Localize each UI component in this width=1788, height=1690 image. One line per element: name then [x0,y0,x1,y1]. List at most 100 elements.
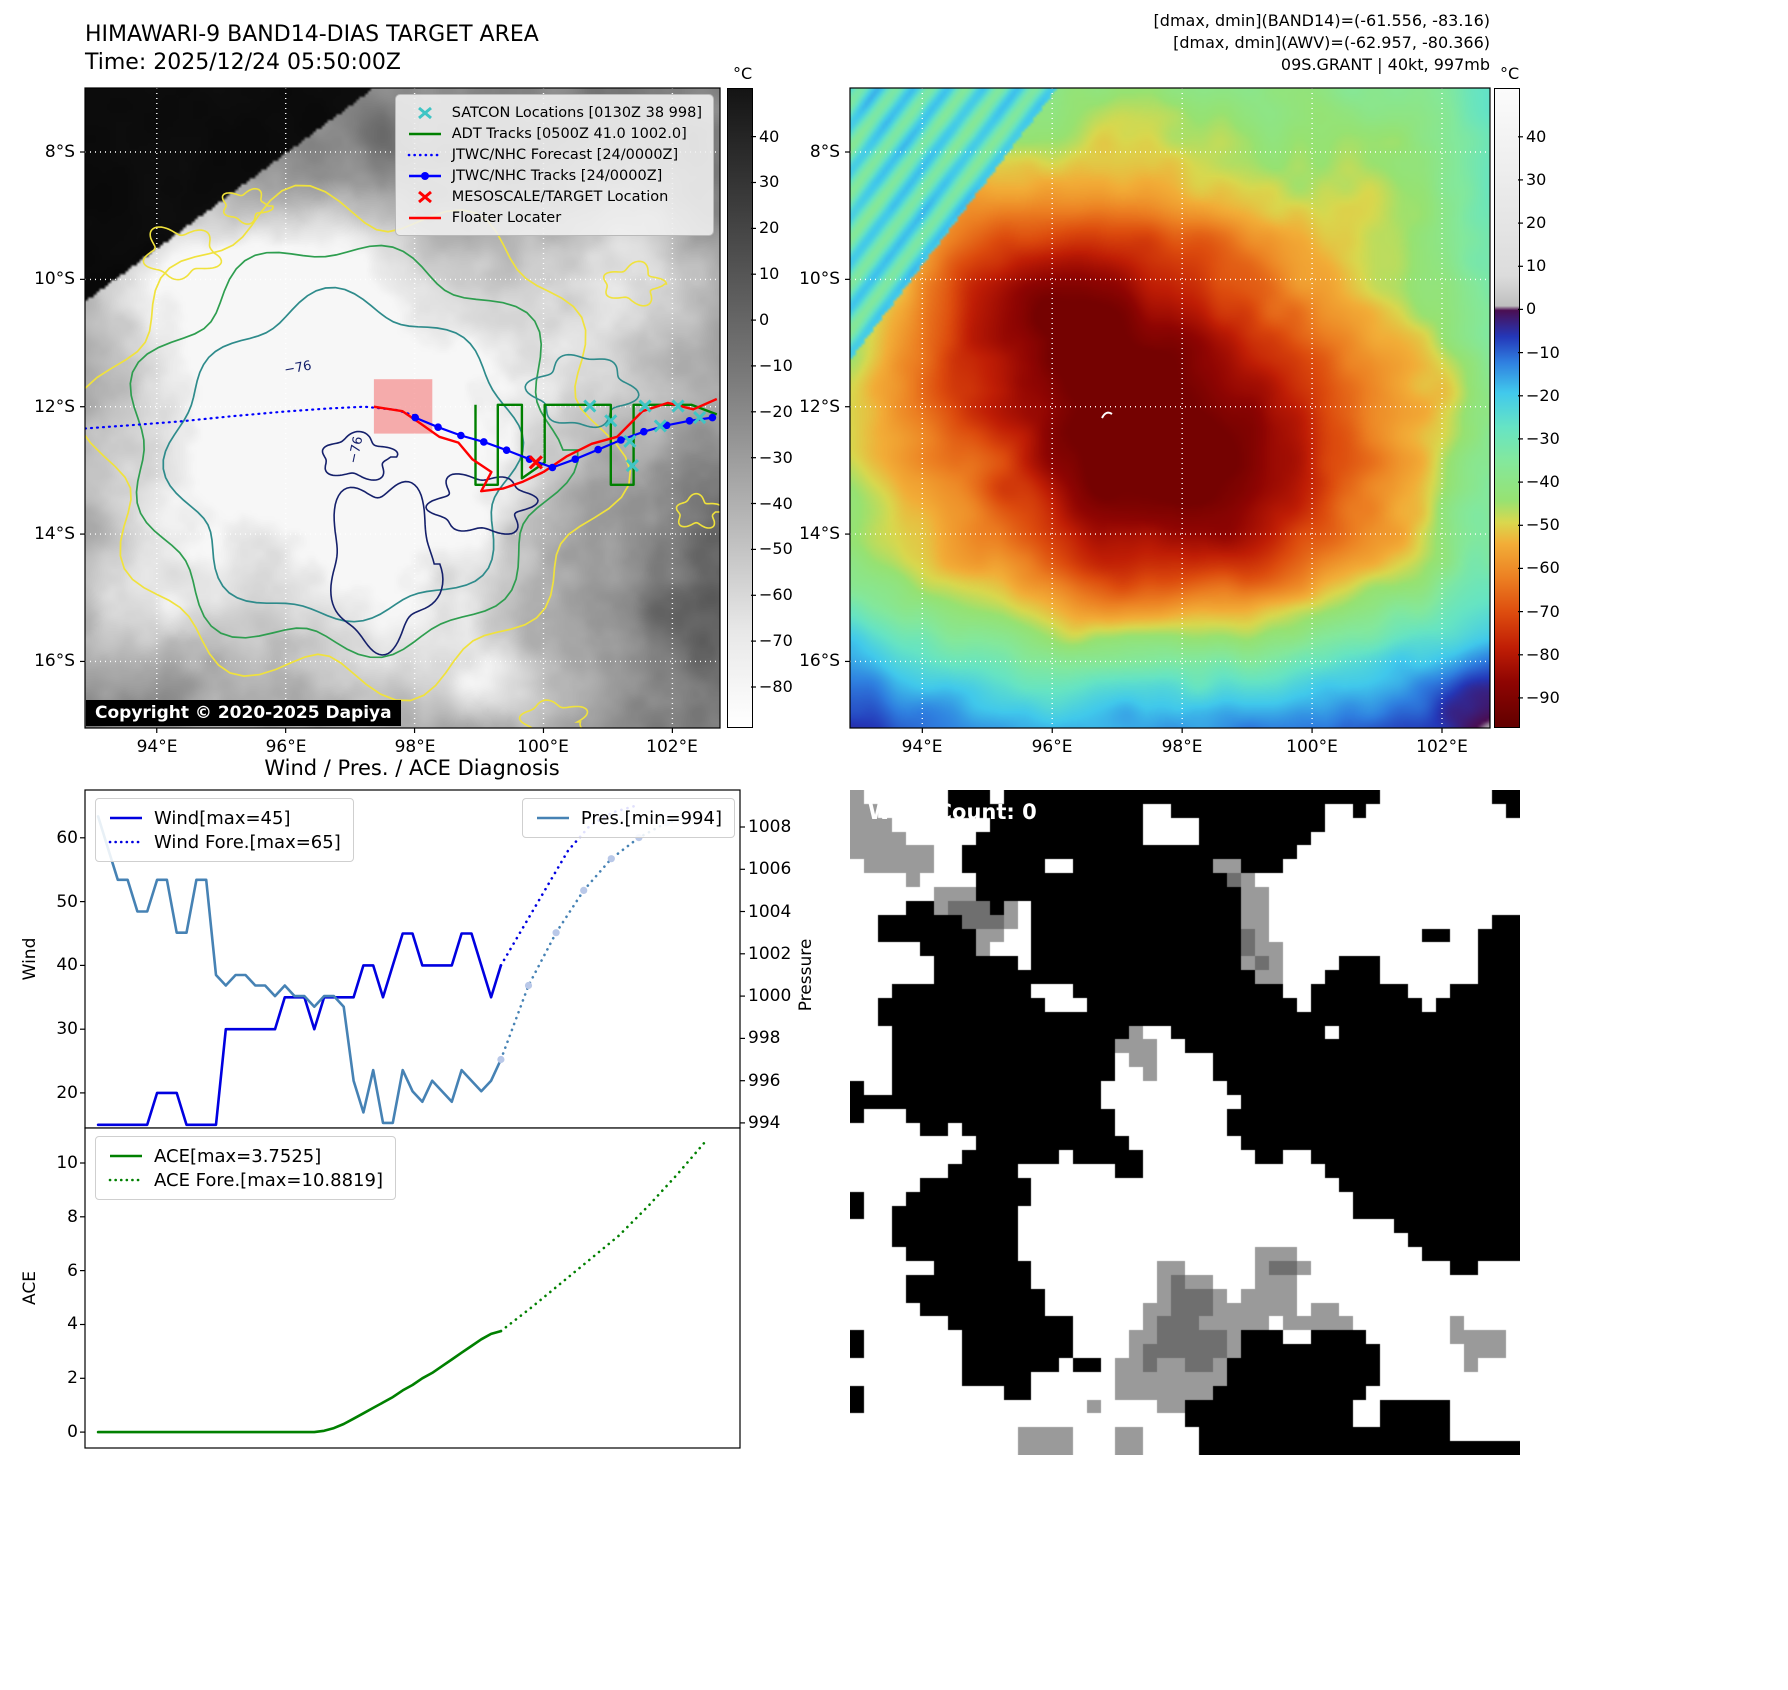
y-tick-label: 6 [67,1261,78,1281]
colorbar-tick-label: 10 [1526,256,1547,275]
legend-marker-line-dot-icon [408,171,441,180]
series-ace_observed [96,1329,503,1434]
map-legend: SATCON Locations [0130Z 38 998] ADT Track… [394,94,714,236]
colorbar-tick-label: 0 [1526,299,1537,318]
colorbar-tick-label: −70 [759,631,793,650]
legend-item-label: MESOSCALE/TARGET Location [451,188,669,205]
y-tick-label-right: 998 [748,1028,781,1048]
colorbar-b-unit: °C [1500,64,1520,83]
panel-a-time: Time: 2025/12/24 05:50:00Z [85,50,401,75]
colorbar-tick-label: −90 [1526,688,1560,707]
series-pressure_forecast [499,815,696,1061]
legend-marker-line-icon [110,1154,142,1158]
lat-tick-label: 8°S [809,142,840,162]
y-tick-label-right: 1002 [748,944,792,964]
colorbar-tick-label: −30 [759,448,793,467]
colorbar-tick-label: 30 [759,172,780,191]
forecast-marker [524,981,533,990]
lon-tick-label: 94°E [901,737,943,757]
copyright-banner: Copyright © 2020-2025 Dapiya [86,700,401,726]
colorbar-a-unit: °C [733,64,753,83]
y-tick-label-right: 996 [748,1071,781,1091]
forecast-marker [607,855,615,863]
y-tick-label: 40 [56,955,78,975]
lat-tick-label: 10°S [34,269,75,289]
legend-item-label: Wind[max=45] [154,807,291,829]
diagnosis-title: Wind / Pres. / ACE Diagnosis [264,756,560,780]
colorbar-tick-label: −10 [759,356,793,375]
y-tick-label-right: 1006 [748,859,792,879]
lon-tick-label: 100°E [1286,737,1338,757]
panel-b-storm-id: 09S.GRANT | 40kt, 997mb [1280,55,1490,74]
y-tick-label: 20 [56,1083,78,1103]
lat-tick-label: 16°S [34,651,75,671]
legend-item: Wind[max=45] [108,806,341,830]
legend-item-label: ADT Tracks [0500Z 41.0 1002.0] [451,125,687,142]
colorbar-tick-label: −60 [759,585,793,604]
colorbar-tick-label: −10 [1526,343,1560,362]
pressure-axis-label: Pressure [796,938,816,1012]
legend-item: SATCON Locations [0130Z 38 998] [407,102,702,123]
forecast-marker [552,929,560,937]
colorbar-tick-label: 40 [1526,127,1547,146]
forecast-marker [497,1055,505,1064]
colorbar-tick-label: −70 [1526,602,1560,621]
y-tick-label: 0 [67,1422,78,1442]
legend-item-label: ACE Fore.[max=10.8819] [154,1169,383,1191]
legend-marker-x-icon [417,106,432,119]
legend-item: ACE Fore.[max=10.8819] [108,1168,383,1192]
lat-tick-label: 12°S [34,397,75,417]
legend-item-label: Floater Locater [451,209,562,226]
legend-item: Floater Locater [407,207,702,228]
y-tick-label: 60 [56,828,78,848]
legend-item-label: JTWC/NHC Forecast [24/0000Z] [451,146,679,163]
panel-b-dmax-awv: [dmax, dmin](AWV)=(-62.957, -80.366) [1173,33,1490,52]
colorbar-tick-label: −40 [759,494,793,513]
legend-item-label: ACE[max=3.7525] [154,1145,322,1167]
lon-tick-label: 96°E [265,737,307,757]
legend-item: Pres.[min=994] [535,806,722,830]
lon-tick-label: 96°E [1031,737,1073,757]
y-tick-label: 2 [67,1368,78,1388]
lat-tick-label: 14°S [799,524,840,544]
legend-item: JTWC/NHC Tracks [24/0000Z] [407,165,702,186]
lat-tick-label: 8°S [44,142,75,162]
colorbar-tick-label: −20 [1526,386,1560,405]
y-tick-label: 4 [67,1314,78,1334]
lat-tick-label: 14°S [34,524,75,544]
y-tick-label-right: 1000 [748,986,792,1006]
colorbar-tick-label: −50 [1526,515,1560,534]
y-tick-label: 30 [56,1019,78,1039]
colorbar-tick-label: −50 [759,539,793,558]
legend-marker-dotted-icon [108,840,144,844]
colorbar-tick-label: −60 [1526,558,1560,577]
series-pressure_observed [96,815,503,1125]
colorbar-tick-label: −30 [1526,429,1560,448]
wind-legend: Wind[max=45] Wind Fore.[max=65] [95,798,354,862]
lon-tick-label: 98°E [394,737,436,757]
legend-marker-line-icon [408,132,441,135]
legend-marker-line-icon [536,816,569,820]
awv-color-satellite-image [850,88,1490,728]
colorbar-tick-label: −80 [759,677,793,696]
colorbar-tick-label: 20 [1526,213,1547,232]
colorbar-tick-label: 10 [759,264,780,283]
lon-tick-label: 98°E [1161,737,1203,757]
colorbar-tick-label: 20 [759,218,780,237]
colorbar-tick-label: −20 [759,402,793,421]
pressure-legend: Pres.[min=994] [521,798,735,838]
series-wind_observed [96,932,503,1127]
colorbar-tick-label: −40 [1526,472,1560,491]
legend-item: MESOSCALE/TARGET Location [407,186,702,207]
legend-item: ACE[max=3.7525] [108,1144,383,1168]
rainbow-colorbar [1494,88,1520,728]
colorbar-tick-label: 40 [759,127,780,146]
legend-marker-dotted-icon [407,153,443,156]
lon-tick-label: 100°E [517,737,569,757]
panel-b-header: [dmax, dmin](BAND14)=(-61.556, -83.16) [… [890,10,1490,76]
legend-item-label: SATCON Locations [0130Z 38 998] [451,104,702,121]
y-tick-label-right: 1004 [748,902,792,922]
wmg-pixel-image [850,790,1520,1455]
y-tick-label-right: 1008 [748,817,792,837]
colorbar-tick-label: −80 [1526,645,1560,664]
